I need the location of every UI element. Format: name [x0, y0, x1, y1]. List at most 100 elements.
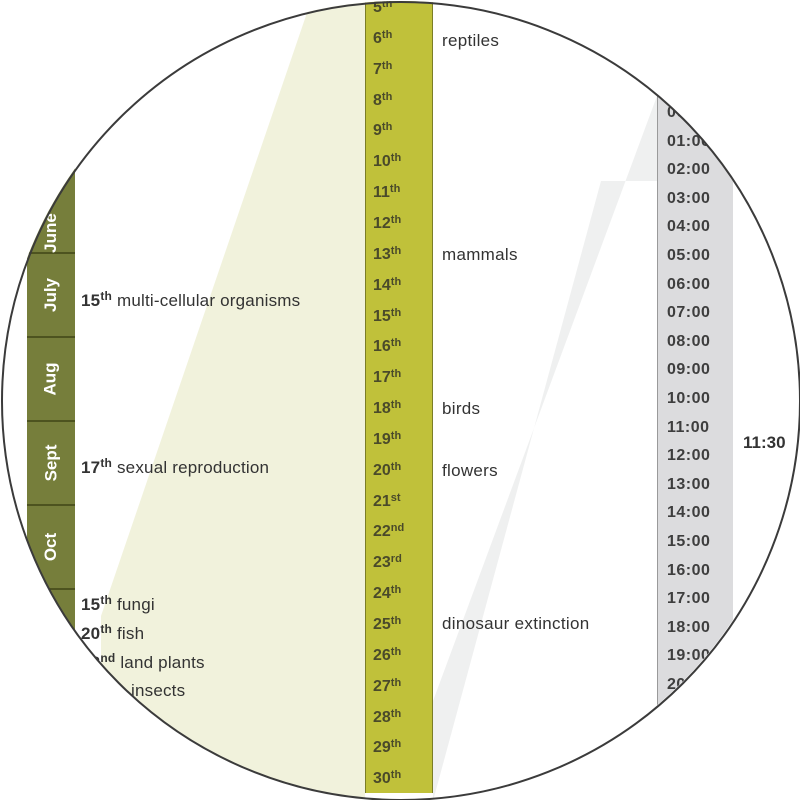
day-label: 26th — [373, 646, 401, 665]
day-label: 24th — [373, 584, 401, 603]
day-suffix: th — [381, 121, 393, 134]
month-june: June — [27, 141, 75, 253]
day-number: 29 — [373, 739, 391, 757]
day-number: 20 — [373, 461, 391, 479]
month-event: insects — [81, 679, 185, 701]
event-day-number: 20 — [81, 624, 101, 643]
hour-label: 18:00 — [667, 618, 711, 636]
day-column — [365, 1, 433, 793]
day-suffix: th — [381, 90, 393, 103]
event-day-number: 15 — [81, 595, 101, 614]
hour-label: 14:00 — [667, 504, 711, 522]
month-label: Oct — [41, 532, 60, 562]
hour-label: 16:00 — [667, 561, 711, 579]
event-text: insects — [131, 681, 186, 700]
day-label: 12th — [373, 214, 401, 233]
hour-label: 17:00 — [667, 590, 711, 608]
event-day-suffix: nd — [100, 651, 116, 665]
hour-label: 11:00 — [667, 418, 710, 436]
day-number: 14 — [373, 276, 391, 294]
day-number: 18 — [373, 400, 391, 418]
day-event: reptiles — [442, 31, 500, 50]
day-label: 28th — [373, 708, 401, 727]
hour-label: 06:00 — [667, 275, 711, 293]
event-day-number: 22 — [81, 653, 101, 672]
month-zoom-wedge — [101, 1, 365, 799]
day-label: 15th — [373, 307, 401, 326]
day-suffix: th — [390, 244, 402, 257]
month-nov: Nov — [27, 589, 75, 673]
day-label: 21st — [373, 492, 401, 511]
hour-label: 03:00 — [667, 189, 711, 207]
day-label: 10th — [373, 152, 401, 171]
day-number: 10 — [373, 153, 391, 171]
day-suffix: th — [390, 738, 402, 751]
month-july: July — [27, 253, 75, 337]
day-number: 12 — [373, 214, 391, 232]
day-number: 24 — [373, 585, 391, 603]
event-text: fungi — [116, 595, 155, 614]
hour-label: 12:00 — [667, 447, 711, 465]
day-number: 11 — [373, 184, 390, 202]
day-number: 28 — [373, 708, 391, 726]
day-label: 30th — [373, 769, 401, 788]
day-number: 22 — [373, 523, 391, 541]
day-number: 27 — [373, 677, 391, 695]
day-label: 18th — [373, 399, 401, 418]
month-aug: Aug — [27, 337, 75, 421]
day-number: 8 — [373, 91, 382, 109]
day-suffix: th — [390, 460, 402, 473]
day-label: 6th — [373, 29, 392, 48]
day-suffix: th — [390, 275, 402, 288]
event-day-number: 17 — [81, 458, 101, 477]
hour-label: 05:00 — [667, 247, 711, 264]
day-event: mammals — [442, 245, 518, 264]
month-sept: Sept — [27, 421, 75, 505]
event-day-number: 15 — [81, 291, 101, 310]
event-text: land plants — [120, 653, 205, 672]
month-event: 15th fungi — [81, 593, 155, 615]
hour-column — [657, 96, 733, 799]
day-number: 19 — [373, 430, 391, 448]
day-number: 7 — [373, 60, 382, 78]
event-text: sexual reproduction — [116, 458, 270, 477]
hour-label: 15:00 — [667, 533, 711, 550]
day-number: 13 — [373, 245, 391, 263]
day-suffix: th — [390, 399, 402, 412]
day-number: 15 — [373, 307, 391, 325]
hour-label: 07:00 — [667, 304, 711, 322]
month-event: 15th multi-cellular organisms — [81, 289, 300, 311]
day-suffix: th — [390, 584, 402, 597]
day-suffix: th — [381, 28, 393, 41]
day-label: 5th — [373, 1, 392, 17]
hour-label: 04:00 — [667, 218, 711, 236]
hour-label: 19:00 — [667, 647, 711, 665]
month-event: 20th fish — [81, 622, 144, 644]
day-number: 5 — [373, 1, 382, 16]
day-label: 19th — [373, 430, 401, 449]
day-label: 20th — [373, 461, 401, 480]
day-event: birds — [442, 399, 481, 418]
event-day-suffix: th — [100, 289, 113, 303]
day-label: 25th — [373, 615, 401, 634]
day-label: 27th — [373, 677, 401, 696]
day-label: 13th — [373, 245, 401, 264]
day-suffix: nd — [390, 522, 405, 535]
day-label: 7th — [373, 60, 392, 79]
event-text: fish — [116, 624, 145, 643]
day-suffix: th — [390, 368, 402, 381]
day-suffix: th — [390, 676, 402, 689]
month-label: Aug — [40, 362, 60, 396]
day-zoom-wedge — [433, 96, 657, 799]
day-number: 9 — [373, 122, 382, 140]
day-suffix: th — [381, 1, 393, 10]
month-label: Nov — [41, 614, 60, 648]
day-suffix: th — [390, 769, 402, 782]
day-label: 29th — [373, 738, 401, 757]
month-label: July — [41, 277, 60, 313]
day-suffix: th — [390, 213, 402, 226]
month-column: June July Aug Sept Oct Nov — [27, 141, 75, 673]
event-day-suffix: th — [100, 593, 113, 607]
month-oct: Oct — [27, 505, 75, 589]
